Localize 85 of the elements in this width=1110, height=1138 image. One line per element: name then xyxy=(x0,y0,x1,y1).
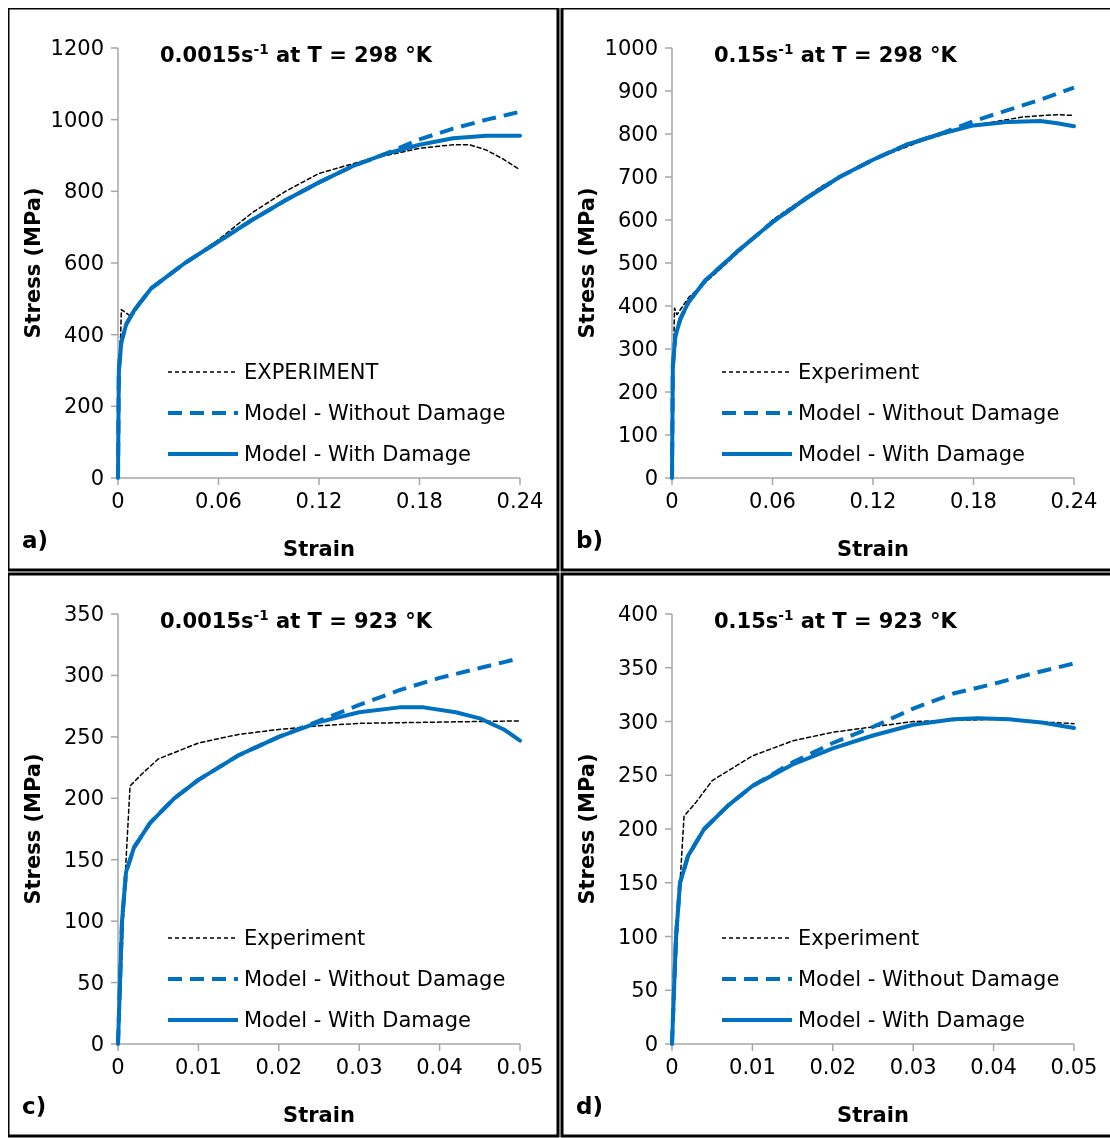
y-tick-label: 1200 xyxy=(50,36,104,60)
y-tick-label: 1000 xyxy=(604,36,658,60)
x-tick-label: 0.04 xyxy=(416,1055,463,1079)
y-tick-label: 350 xyxy=(617,655,658,680)
y-tick-label: 400 xyxy=(617,294,658,318)
y-tick-label: 400 xyxy=(63,322,104,347)
y-tick-label: 400 xyxy=(617,602,658,626)
y-tick-label: 500 xyxy=(617,251,658,275)
y-tick-label: 0 xyxy=(90,466,104,490)
x-tick-label: 0.04 xyxy=(970,1055,1017,1079)
x-tick-label: 0.12 xyxy=(295,489,343,513)
y-tick-label: 150 xyxy=(63,847,104,872)
chart-title: 0.0015s$^{-1}$ at T = 923 °K xyxy=(160,607,433,633)
y-tick-label: 0 xyxy=(90,1032,104,1056)
y-tick-label: 800 xyxy=(617,122,658,146)
x-tick-label: 0.24 xyxy=(1050,489,1098,513)
y-tick-label: 1000 xyxy=(50,107,104,132)
y-tick-label: 100 xyxy=(617,423,658,447)
x-tick-label: 0.03 xyxy=(335,1055,383,1079)
y-tick-label: 200 xyxy=(617,817,658,841)
legend-label: Experiment xyxy=(244,926,366,950)
legend-label: Experiment xyxy=(798,360,920,384)
text: c) xyxy=(22,1093,47,1119)
x-tick-label: 0.02 xyxy=(255,1055,303,1079)
y-tick-label: 50 xyxy=(77,970,104,995)
x-tick-label: 0 xyxy=(665,489,679,513)
x-tick-label: 0 xyxy=(111,1055,125,1079)
y-axis-title: Stress (MPa) xyxy=(575,187,599,339)
x-tick-label: 0.05 xyxy=(1050,1055,1098,1079)
legend-label: Model - With Damage xyxy=(798,442,1025,466)
x-axis-title: Strain xyxy=(283,1103,355,1127)
x-tick-label: 0.02 xyxy=(809,1055,857,1079)
y-tick-label: 300 xyxy=(63,663,104,688)
y-tick-label: 250 xyxy=(617,763,658,788)
x-tick-label: 0.05 xyxy=(496,1055,544,1079)
legend-label: Model - Without Damage xyxy=(244,401,506,425)
x-tick-label: 0.18 xyxy=(950,489,997,513)
y-tick-label: 100 xyxy=(63,909,104,934)
text: b) xyxy=(576,527,603,553)
y-tick-label: 250 xyxy=(63,724,104,749)
legend-label: Model - With Damage xyxy=(798,1008,1025,1032)
x-tick-label: 0.24 xyxy=(496,489,544,513)
legend-label: Model - Without Damage xyxy=(244,967,506,991)
x-tick-label: 0.01 xyxy=(175,1055,222,1079)
y-tick-label: 600 xyxy=(63,251,104,275)
chart-title: 0.15s$^{-1}$ at T = 923 °K xyxy=(714,607,958,633)
legend-label: Model - Without Damage xyxy=(798,967,1060,991)
text: d) xyxy=(576,1093,603,1119)
y-axis-title: Stress (MPa) xyxy=(21,187,45,339)
y-tick-label: 700 xyxy=(617,165,658,189)
y-tick-label: 800 xyxy=(63,179,104,204)
y-tick-label: 200 xyxy=(63,394,104,419)
y-tick-label: 200 xyxy=(617,380,658,404)
legend-label: Experiment xyxy=(798,926,920,950)
y-tick-label: 100 xyxy=(617,924,658,949)
x-tick-label: 0 xyxy=(665,1055,679,1079)
legend-label: Model - Without Damage xyxy=(798,401,1060,425)
y-tick-label: 900 xyxy=(617,79,658,103)
y-tick-label: 0 xyxy=(644,1032,658,1056)
y-tick-label: 350 xyxy=(63,602,104,626)
x-tick-label: 0.06 xyxy=(749,489,796,513)
x-axis-title: Strain xyxy=(837,1103,909,1127)
x-axis-title: Strain xyxy=(837,537,909,561)
chart-title: 0.0015s$^{-1}$ at T = 298 °K xyxy=(160,41,433,67)
y-tick-label: 0 xyxy=(644,466,658,490)
x-tick-label: 0.12 xyxy=(849,489,897,513)
legend-label: Model - With Damage xyxy=(244,442,471,466)
y-tick-label: 300 xyxy=(617,709,658,734)
x-tick-label: 0.06 xyxy=(195,489,242,513)
y-tick-label: 300 xyxy=(617,337,658,361)
y-axis-title: Stress (MPa) xyxy=(21,753,45,905)
y-axis-title: Stress (MPa) xyxy=(575,753,599,905)
y-tick-label: 200 xyxy=(63,786,104,811)
x-tick-label: 0.18 xyxy=(396,489,443,513)
y-tick-label: 150 xyxy=(617,870,658,895)
legend-label: Model - With Damage xyxy=(244,1008,471,1032)
y-tick-label: 600 xyxy=(617,208,658,232)
legend-label: EXPERIMENT xyxy=(244,360,379,384)
y-tick-label: 50 xyxy=(631,978,658,1003)
x-tick-label: 0.01 xyxy=(729,1055,776,1079)
text: a) xyxy=(22,527,49,553)
x-tick-label: 0 xyxy=(111,489,125,513)
x-tick-label: 0.03 xyxy=(889,1055,937,1079)
chart-title: 0.15s$^{-1}$ at T = 298 °K xyxy=(714,41,958,67)
x-axis-title: Strain xyxy=(283,537,355,561)
